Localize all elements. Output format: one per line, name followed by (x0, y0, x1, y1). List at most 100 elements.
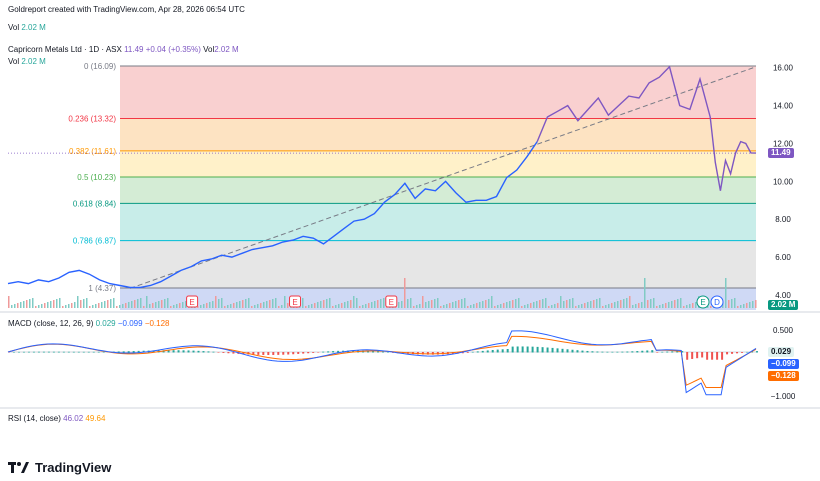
macd-hist-bar (706, 352, 709, 360)
volume-bar (710, 306, 712, 308)
volume-bar (563, 301, 565, 308)
volume-bar (644, 278, 646, 308)
volume-bar (539, 300, 541, 308)
volume-bar (311, 304, 313, 308)
vol-header-top: Vol 2.02 M (8, 23, 46, 32)
volume-bar (635, 304, 637, 308)
volume-bar (332, 306, 334, 308)
volume-bar (53, 300, 55, 308)
fib-zone (120, 240, 756, 288)
volume-bar (482, 301, 484, 308)
volume-bar (461, 299, 463, 308)
volume-bar (605, 305, 607, 308)
volume-bar (650, 299, 652, 308)
macd-hist-bar (152, 350, 155, 353)
volume-bar (437, 298, 439, 308)
price-chart[interactable]: 0 (16.09) 0.236 (13.32) 0.382 (11.61) 0.5 (… (0, 0, 820, 420)
volume-bar (617, 301, 619, 308)
macd-hist-bar (117, 351, 120, 353)
volume-bar (440, 306, 442, 308)
volume-bar (584, 303, 586, 308)
volume-bar (329, 298, 331, 308)
volume-bar (257, 304, 259, 308)
rsi-legend[interactable]: RSI (14, close) 46.02 49.64 (8, 414, 106, 423)
volume-bar (338, 304, 340, 308)
volume-bar (632, 305, 634, 308)
volume-bar (59, 298, 61, 308)
volume-bar (665, 303, 667, 308)
volume-bar (731, 299, 733, 308)
macd-hist-bar (32, 351, 35, 353)
macd-hist-bar (591, 351, 594, 353)
volume-bar (29, 299, 31, 308)
volume-bar (50, 301, 52, 308)
volume-bar (575, 306, 577, 308)
macd-hist-bar (596, 351, 599, 353)
volume-bar (755, 300, 757, 308)
macd-hist-bar (322, 351, 325, 353)
volume-bar (659, 305, 661, 308)
volume-bar (200, 305, 202, 308)
macd-hist-bar (741, 352, 744, 353)
macd-hist-bar (292, 352, 295, 355)
symbol-name[interactable]: Capricorn Metals Ltd · 1D · ASX (8, 45, 122, 54)
macd-hist-bar (202, 351, 205, 353)
macd-hist-bar (611, 351, 614, 353)
macd-hist-bar (641, 350, 644, 353)
macd-hist-bar (666, 351, 669, 353)
credit-line: Goldreport created with TradingView.com,… (8, 5, 245, 14)
volume-bar (662, 304, 664, 308)
volume-bar (353, 296, 355, 308)
price-line-purple (536, 65, 757, 191)
macd-hist-bar (511, 346, 514, 353)
volume-bar (455, 301, 457, 308)
volume-bar (680, 298, 682, 308)
volume-bar (80, 300, 82, 308)
macd-hist-bar (52, 351, 55, 353)
volume-bar (281, 305, 283, 308)
volume-bar (464, 298, 466, 308)
macd-hist-bar (631, 351, 634, 353)
vol-legend: Vol 2.02 M (8, 57, 46, 66)
volume-bar (356, 298, 358, 308)
macd-hist-bar (746, 351, 749, 353)
volume-bar (491, 296, 493, 308)
macd-hist-bar (556, 348, 559, 353)
price-tick: 10.00 (773, 177, 794, 186)
volume-bar (44, 303, 46, 308)
volume-bar (548, 306, 550, 308)
macd-hist-bar (506, 349, 509, 353)
macd-hist-bar (476, 351, 479, 353)
volume-bar (314, 303, 316, 308)
volume-bar (749, 302, 751, 308)
volume-bar (158, 301, 160, 308)
macd-hist-bar (651, 350, 654, 353)
macd-hist-bar (646, 350, 649, 353)
volume-bar (272, 299, 274, 308)
volume-bar (155, 302, 157, 308)
volume-bar (251, 306, 253, 308)
volume-bar (458, 300, 460, 308)
volume-bar (107, 300, 109, 308)
macd-hist-bar (197, 350, 200, 353)
symbol-change: +0.04 (+0.35%) (145, 45, 201, 54)
macd-hist-bar (37, 351, 40, 353)
volume-bar (221, 298, 223, 308)
volume-bar (38, 305, 40, 308)
symbol-legend[interactable]: Capricorn Metals Ltd · 1D · ASX 11.49 +0… (8, 45, 239, 54)
macd-hist-bar (372, 351, 375, 353)
macd-legend[interactable]: MACD (close, 12, 26, 9) 0.029 −0.099 −0.… (8, 319, 170, 328)
fib-zone (120, 66, 756, 119)
volume-bar (89, 306, 91, 308)
volume-bar (593, 300, 595, 308)
macd-hist-bar (222, 352, 225, 353)
volume-bar (116, 306, 118, 308)
earnings-marker (385, 295, 398, 308)
volume-bar (743, 304, 745, 308)
tradingview-logo[interactable]: TradingView (8, 460, 111, 475)
volume-bar (518, 298, 520, 308)
volume-bar (68, 304, 70, 308)
volume-bar (425, 302, 427, 308)
volume-bar (485, 300, 487, 308)
volume-bar (641, 302, 643, 308)
